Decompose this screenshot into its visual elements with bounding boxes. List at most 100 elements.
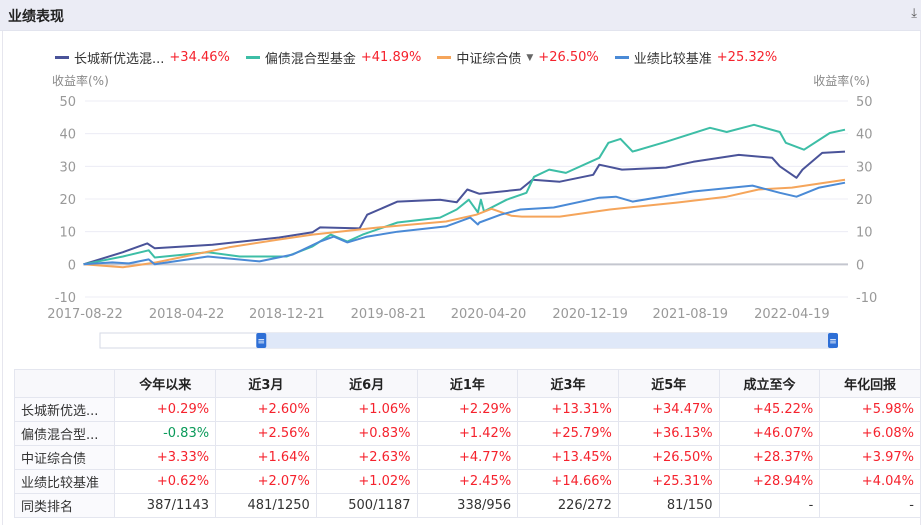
column-header: 近5年 bbox=[617, 369, 720, 398]
table-cell: +2.56% bbox=[215, 421, 317, 446]
table-cell: 81/150 bbox=[617, 493, 720, 518]
y-tick-label-left: 50 bbox=[59, 95, 76, 110]
table-row: 中证综合债 +3.33% +1.64% +2.63% +4.77% +13.45% +26.… bbox=[13, 445, 921, 470]
table-cell: +28.94% bbox=[718, 469, 821, 494]
table-cell: +14.66% bbox=[517, 469, 619, 494]
table-cell: +2.63% bbox=[315, 445, 418, 470]
table-cell: +28.37% bbox=[718, 445, 821, 470]
column-header: 近3月 bbox=[215, 369, 317, 398]
table-cell: +2.07% bbox=[215, 469, 317, 494]
legend-label: 长城新优选混... bbox=[74, 52, 165, 67]
legend-swatch bbox=[614, 56, 629, 59]
table-header-row: 今年以来 近3月 近6月 近1年 近3年 近5年 成立至今 年化回报 bbox=[13, 369, 921, 398]
table-cell: -0.83% bbox=[114, 421, 217, 446]
table-row: 偏债混合型... -0.83% +2.56% +0.83% +1.42% +25.79% +… bbox=[13, 421, 921, 446]
row-label: 同类排名 bbox=[13, 493, 116, 518]
table-cell: 500/1187 bbox=[315, 493, 418, 518]
row-label: 长城新优选... bbox=[13, 397, 116, 422]
table-cell: 387/1143 bbox=[114, 493, 217, 518]
y-tick-label-right: 40 bbox=[856, 128, 873, 143]
table-cell: +3.97% bbox=[819, 445, 921, 470]
table-cell: +0.29% bbox=[114, 397, 217, 422]
column-header: 年化回报 bbox=[819, 369, 921, 398]
legend-item-peer[interactable]: 偏债混合型基金 +41.89% bbox=[245, 48, 422, 67]
table-cell: +13.45% bbox=[517, 445, 619, 470]
table-cell: +26.50% bbox=[617, 445, 720, 470]
legend-swatch bbox=[245, 56, 260, 59]
y-tick-label-left: -10 bbox=[55, 291, 76, 306]
svg-text:≡: ≡ bbox=[829, 337, 837, 347]
table-row: 长城新优选... +0.29% +2.60% +1.06% +2.29% +13.31% +… bbox=[13, 397, 921, 422]
table-cell: +25.31% bbox=[617, 469, 720, 494]
legend-pct: +25.32% bbox=[716, 50, 778, 65]
table-cell: +1.02% bbox=[315, 469, 418, 494]
range-handle-left[interactable]: ≡ bbox=[256, 333, 267, 348]
y-tick-label-right: -10 bbox=[856, 291, 877, 306]
legend-item-benchmark[interactable]: 业绩比较基准 +25.32% bbox=[614, 48, 778, 67]
range-handle-right[interactable]: ≡ bbox=[828, 333, 838, 348]
series-line bbox=[83, 178, 846, 269]
table-cell: - bbox=[819, 493, 921, 518]
y-axis-title-left: 收益率(%) bbox=[52, 73, 109, 88]
x-tick-label: 2020-04-20 bbox=[451, 307, 527, 322]
x-tick-label: 2018-04-22 bbox=[149, 307, 225, 322]
x-tick-label: 2017-08-22 bbox=[47, 307, 123, 322]
table-cell: +6.08% bbox=[819, 421, 921, 446]
panel-header: 业绩表现 ⤓ bbox=[0, 0, 921, 31]
row-label: 业绩比较基准 bbox=[13, 469, 116, 494]
table-cell: +0.62% bbox=[114, 469, 217, 494]
table-cell: +45.22% bbox=[718, 397, 821, 422]
column-header: 近6月 bbox=[315, 369, 418, 398]
column-header: 成立至今 bbox=[718, 369, 821, 398]
table-cell: 481/1250 bbox=[215, 493, 317, 518]
table-cell: 338/956 bbox=[416, 493, 519, 518]
legend-item-index[interactable]: 中证综合债 ▼ +26.50% bbox=[437, 48, 599, 67]
y-tick-label-right: 10 bbox=[856, 226, 873, 241]
performance-chart: 收益率(%) 收益率(%) 50 50 40 40 30 30 20 20 10 10 0 0 -10 -… bbox=[47, 73, 877, 349]
y-tick-label-left: 30 bbox=[59, 160, 76, 175]
y-tick-label-right: 30 bbox=[856, 160, 873, 175]
range-slider-selection[interactable] bbox=[261, 333, 833, 348]
download-icon[interactable]: ⤓ bbox=[911, 6, 917, 21]
table-cell: +13.31% bbox=[517, 397, 619, 422]
y-tick-label-left: 0 bbox=[68, 258, 76, 273]
legend-swatch bbox=[437, 56, 452, 59]
chart-legend: 长城新优选混... +34.46% 偏债混合型基金 +41.89% 中证综合债 ▼ +2… bbox=[55, 48, 777, 67]
svg-text:≡: ≡ bbox=[257, 337, 265, 347]
y-tick-label-left: 40 bbox=[59, 128, 76, 143]
legend-label: 业绩比较基准 bbox=[633, 52, 712, 67]
x-tick-label: 2019-08-21 bbox=[351, 307, 427, 322]
column-header: 今年以来 bbox=[114, 369, 217, 398]
table-cell: +0.83% bbox=[315, 421, 418, 446]
y-tick-label-right: 50 bbox=[856, 95, 873, 110]
series-line bbox=[83, 150, 846, 266]
table-row: 同类排名 387/1143 481/1250 500/1187 338/956 226/2… bbox=[13, 493, 921, 518]
table-cell: +4.77% bbox=[416, 445, 519, 470]
legend-swatch bbox=[55, 56, 69, 59]
table-cell: +5.98% bbox=[819, 397, 921, 422]
x-tick-label: 2020-12-19 bbox=[552, 307, 628, 322]
table-cell: +2.29% bbox=[416, 397, 519, 422]
table-cell: +1.06% bbox=[315, 397, 418, 422]
table-cell: +3.33% bbox=[114, 445, 217, 470]
table-cell: - bbox=[718, 493, 821, 518]
legend-item-fund[interactable]: 长城新优选混... +34.46% bbox=[55, 48, 230, 67]
table-cell: +1.42% bbox=[416, 421, 519, 446]
table-cell: +2.45% bbox=[416, 469, 519, 494]
table-cell: 226/272 bbox=[517, 493, 619, 518]
dropdown-triangle-icon[interactable]: ▼ bbox=[526, 52, 534, 63]
x-tick-label: 2022-04-19 bbox=[754, 307, 830, 322]
table-cell: +25.79% bbox=[517, 421, 619, 446]
column-header: 近1年 bbox=[416, 369, 519, 398]
legend-pct: +41.89% bbox=[360, 50, 422, 65]
panel-title: 业绩表现 bbox=[8, 9, 64, 25]
table-cell: +36.13% bbox=[617, 421, 720, 446]
table-cell: +46.07% bbox=[718, 421, 821, 446]
performance-table: 今年以来 近3月 近6月 近1年 近3年 近5年 成立至今 年化回报 长城新优选… bbox=[13, 369, 921, 518]
legend-pct: +26.50% bbox=[538, 50, 599, 65]
x-tick-label: 2021-08-19 bbox=[652, 307, 728, 322]
legend-label: 偏债混合型基金 bbox=[264, 52, 356, 67]
table-cell: +2.60% bbox=[215, 397, 317, 422]
y-tick-label-left: 20 bbox=[59, 193, 76, 208]
y-axis-title-right: 收益率(%) bbox=[813, 73, 870, 88]
